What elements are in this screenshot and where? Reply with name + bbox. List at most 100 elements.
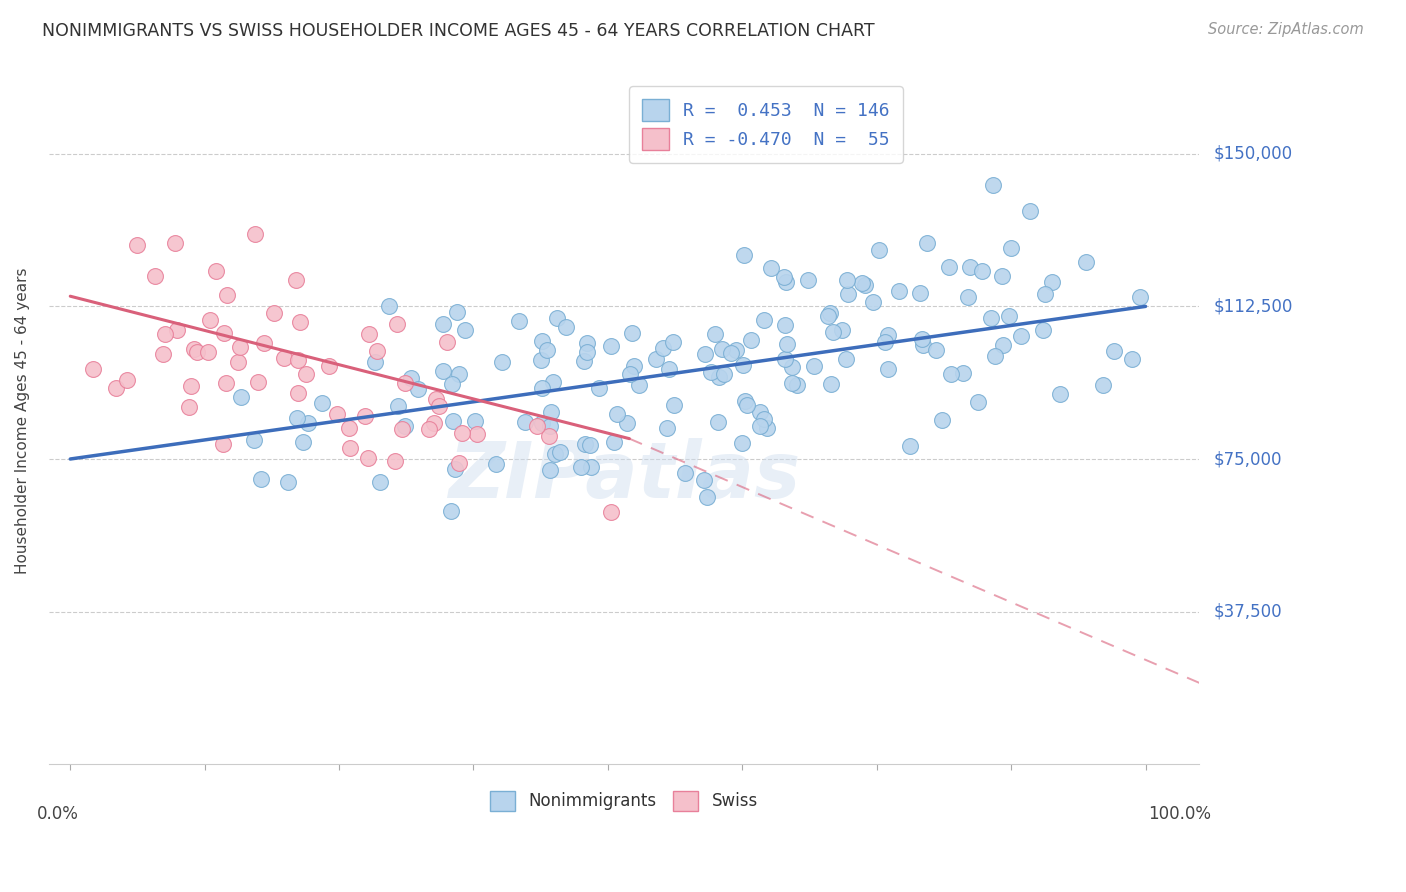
Point — [831, 323, 853, 337]
Point — [623, 359, 645, 374]
Point — [215, 376, 238, 390]
Point — [1129, 290, 1152, 304]
Text: Source: ZipAtlas.com: Source: ZipAtlas.com — [1208, 22, 1364, 37]
Point — [287, 385, 309, 400]
Point — [740, 334, 762, 348]
Point — [898, 439, 921, 453]
Point — [773, 269, 796, 284]
Point — [693, 347, 716, 361]
Point — [215, 288, 238, 302]
Point — [602, 434, 624, 449]
Point — [541, 375, 564, 389]
Point — [939, 367, 962, 381]
Point — [1010, 329, 1032, 343]
Point — [423, 416, 446, 430]
Point — [588, 381, 610, 395]
Point — [508, 314, 530, 328]
Point — [733, 358, 755, 372]
Point — [546, 310, 568, 325]
Point — [970, 264, 993, 278]
Point — [797, 273, 820, 287]
Point — [451, 426, 474, 441]
Point — [657, 421, 679, 435]
Text: $75,000: $75,000 — [1213, 450, 1282, 468]
Point — [166, 323, 188, 337]
Point — [243, 434, 266, 448]
Point — [575, 336, 598, 351]
Point — [912, 338, 935, 352]
Point — [756, 420, 779, 434]
Point — [911, 332, 934, 346]
Point — [599, 505, 621, 519]
Point — [204, 264, 226, 278]
Point — [432, 364, 454, 378]
Point — [1032, 323, 1054, 337]
Point — [837, 273, 859, 287]
Point — [536, 343, 558, 357]
Point — [447, 367, 470, 381]
Point — [572, 353, 595, 368]
Point — [877, 362, 900, 376]
Point — [464, 414, 486, 428]
Point — [153, 327, 176, 342]
Point — [526, 418, 548, 433]
Point — [662, 334, 685, 349]
Point — [440, 504, 463, 518]
Point — [538, 463, 561, 477]
Point — [444, 461, 467, 475]
Point — [391, 422, 413, 436]
Text: 100.0%: 100.0% — [1147, 805, 1211, 823]
Point — [180, 378, 202, 392]
Point — [246, 376, 269, 390]
Point — [285, 410, 308, 425]
Y-axis label: Householder Income Ages 45 - 64 years: Householder Income Ages 45 - 64 years — [15, 268, 30, 574]
Point — [408, 382, 430, 396]
Point — [938, 260, 960, 275]
Point — [1049, 387, 1071, 401]
Point — [368, 475, 391, 489]
Point — [569, 460, 592, 475]
Point — [432, 317, 454, 331]
Point — [364, 355, 387, 369]
Point — [980, 311, 1002, 326]
Point — [700, 365, 723, 379]
Point — [931, 413, 953, 427]
Point — [693, 473, 716, 487]
Point — [263, 306, 285, 320]
Point — [731, 435, 754, 450]
Point — [735, 398, 758, 412]
Point — [436, 334, 458, 349]
Point — [627, 378, 650, 392]
Point — [915, 235, 938, 250]
Point — [105, 381, 128, 395]
Point — [578, 438, 600, 452]
Point — [177, 400, 200, 414]
Point — [394, 419, 416, 434]
Point — [399, 371, 422, 385]
Point — [211, 437, 233, 451]
Point — [983, 178, 1005, 192]
Point — [873, 334, 896, 349]
Point — [817, 309, 839, 323]
Point — [297, 416, 319, 430]
Point — [339, 441, 361, 455]
Point — [318, 359, 340, 374]
Point — [427, 399, 450, 413]
Point — [326, 407, 349, 421]
Point — [707, 415, 730, 429]
Point — [959, 260, 981, 274]
Point — [554, 320, 576, 334]
Point — [425, 392, 447, 407]
Point — [837, 287, 859, 301]
Point — [1092, 378, 1115, 392]
Point — [775, 275, 797, 289]
Point — [773, 351, 796, 366]
Point — [295, 367, 318, 381]
Point — [786, 377, 808, 392]
Point — [385, 318, 408, 332]
Point — [467, 426, 489, 441]
Point — [776, 337, 799, 351]
Point — [226, 355, 249, 369]
Point — [212, 326, 235, 340]
Point — [378, 299, 401, 313]
